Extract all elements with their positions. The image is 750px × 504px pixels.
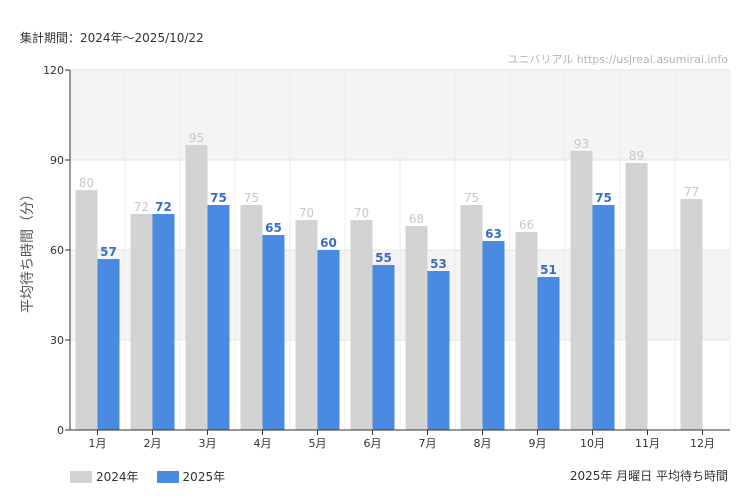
y-tick-label: 60 [50, 244, 64, 257]
x-tick-label: 3月 [199, 437, 217, 450]
data-label: 95 [189, 131, 204, 145]
x-tick-label: 8月 [474, 437, 492, 450]
data-label: 70 [299, 206, 314, 220]
x-tick-label: 12月 [690, 437, 715, 450]
bar-2025年-3月[interactable] [207, 205, 230, 430]
y-tick-label: 0 [57, 424, 64, 437]
x-tick-label: 11月 [635, 437, 660, 450]
bar-2025年-9月[interactable] [537, 277, 560, 430]
bar-2025年-7月[interactable] [427, 271, 450, 430]
data-label: 75 [210, 191, 227, 205]
bar-2024年-12月[interactable] [680, 199, 703, 430]
y-axis-label: 平均待ち時間（分） [20, 187, 36, 313]
bar-2024年-10月[interactable] [570, 151, 593, 430]
watermark-text: ユニバリアル https://usjreal.asumirai.info [507, 53, 728, 66]
data-label: 60 [320, 236, 337, 250]
data-label: 75 [464, 191, 479, 205]
legend-item-2025[interactable]: 2025年 [156, 468, 226, 485]
x-tick-label: 1月 [89, 437, 107, 450]
bar-2025年-1月[interactable] [97, 259, 120, 430]
bar-2024年-3月[interactable] [185, 145, 208, 430]
data-label: 51 [540, 263, 557, 277]
data-label: 63 [485, 227, 502, 241]
data-label: 75 [595, 191, 612, 205]
y-tick-label: 120 [43, 64, 64, 77]
legend-swatch-2025 [156, 470, 179, 483]
y-tick-label: 90 [50, 154, 64, 167]
data-label: 70 [354, 206, 369, 220]
y-tick-label: 30 [50, 334, 64, 347]
legend-label-2024: 2024年 [96, 470, 139, 484]
x-tick-label: 9月 [529, 437, 547, 450]
bar-2024年-4月[interactable] [240, 205, 263, 430]
bar-2024年-7月[interactable] [405, 226, 428, 430]
x-tick-label: 5月 [309, 437, 327, 450]
data-label: 53 [430, 257, 447, 271]
legend-swatch-2024 [70, 470, 92, 483]
bar-2024年-5月[interactable] [295, 220, 318, 430]
legend-item-2024[interactable]: 2024年 [70, 468, 139, 485]
legend-label-2025: 2025年 [182, 470, 226, 484]
bar-2024年-8月[interactable] [460, 205, 483, 430]
data-label: 72 [155, 200, 172, 214]
data-label: 68 [409, 212, 424, 226]
bar-2025年-4月[interactable] [262, 235, 285, 430]
x-tick-label: 2月 [144, 437, 162, 450]
x-tick-label: 7月 [419, 437, 437, 450]
data-label: 89 [629, 149, 644, 163]
footnote-text: 2025年 月曜日 平均待ち時間 [569, 469, 728, 483]
data-label: 57 [100, 245, 117, 259]
data-label: 65 [265, 221, 282, 235]
data-label: 93 [574, 137, 589, 151]
bar-2024年-2月[interactable] [130, 214, 153, 430]
data-label: 77 [684, 185, 699, 199]
data-label: 75 [244, 191, 259, 205]
data-label: 80 [79, 176, 94, 190]
x-tick-label: 4月 [254, 437, 272, 450]
data-label: 55 [375, 251, 392, 265]
data-label: 66 [519, 218, 534, 232]
bar-2024年-6月[interactable] [350, 220, 373, 430]
bar-2024年-1月[interactable] [75, 190, 98, 430]
x-tick-label: 6月 [364, 437, 382, 450]
x-tick-label: 10月 [580, 437, 605, 450]
bar-2025年-2月[interactable] [152, 214, 175, 430]
legend: 2024年 2025年 [70, 468, 225, 485]
bar-2025年-8月[interactable] [482, 241, 505, 430]
bar-2025年-6月[interactable] [372, 265, 395, 430]
bar-2025年-5月[interactable] [317, 250, 340, 430]
bar-2025年-10月[interactable] [592, 205, 615, 430]
data-label: 72 [134, 200, 149, 214]
period-label: 集計期間：2024年～2025/10/22 [20, 31, 204, 45]
bar-2024年-11月[interactable] [625, 163, 648, 430]
bar-2024年-9月[interactable] [515, 232, 538, 430]
